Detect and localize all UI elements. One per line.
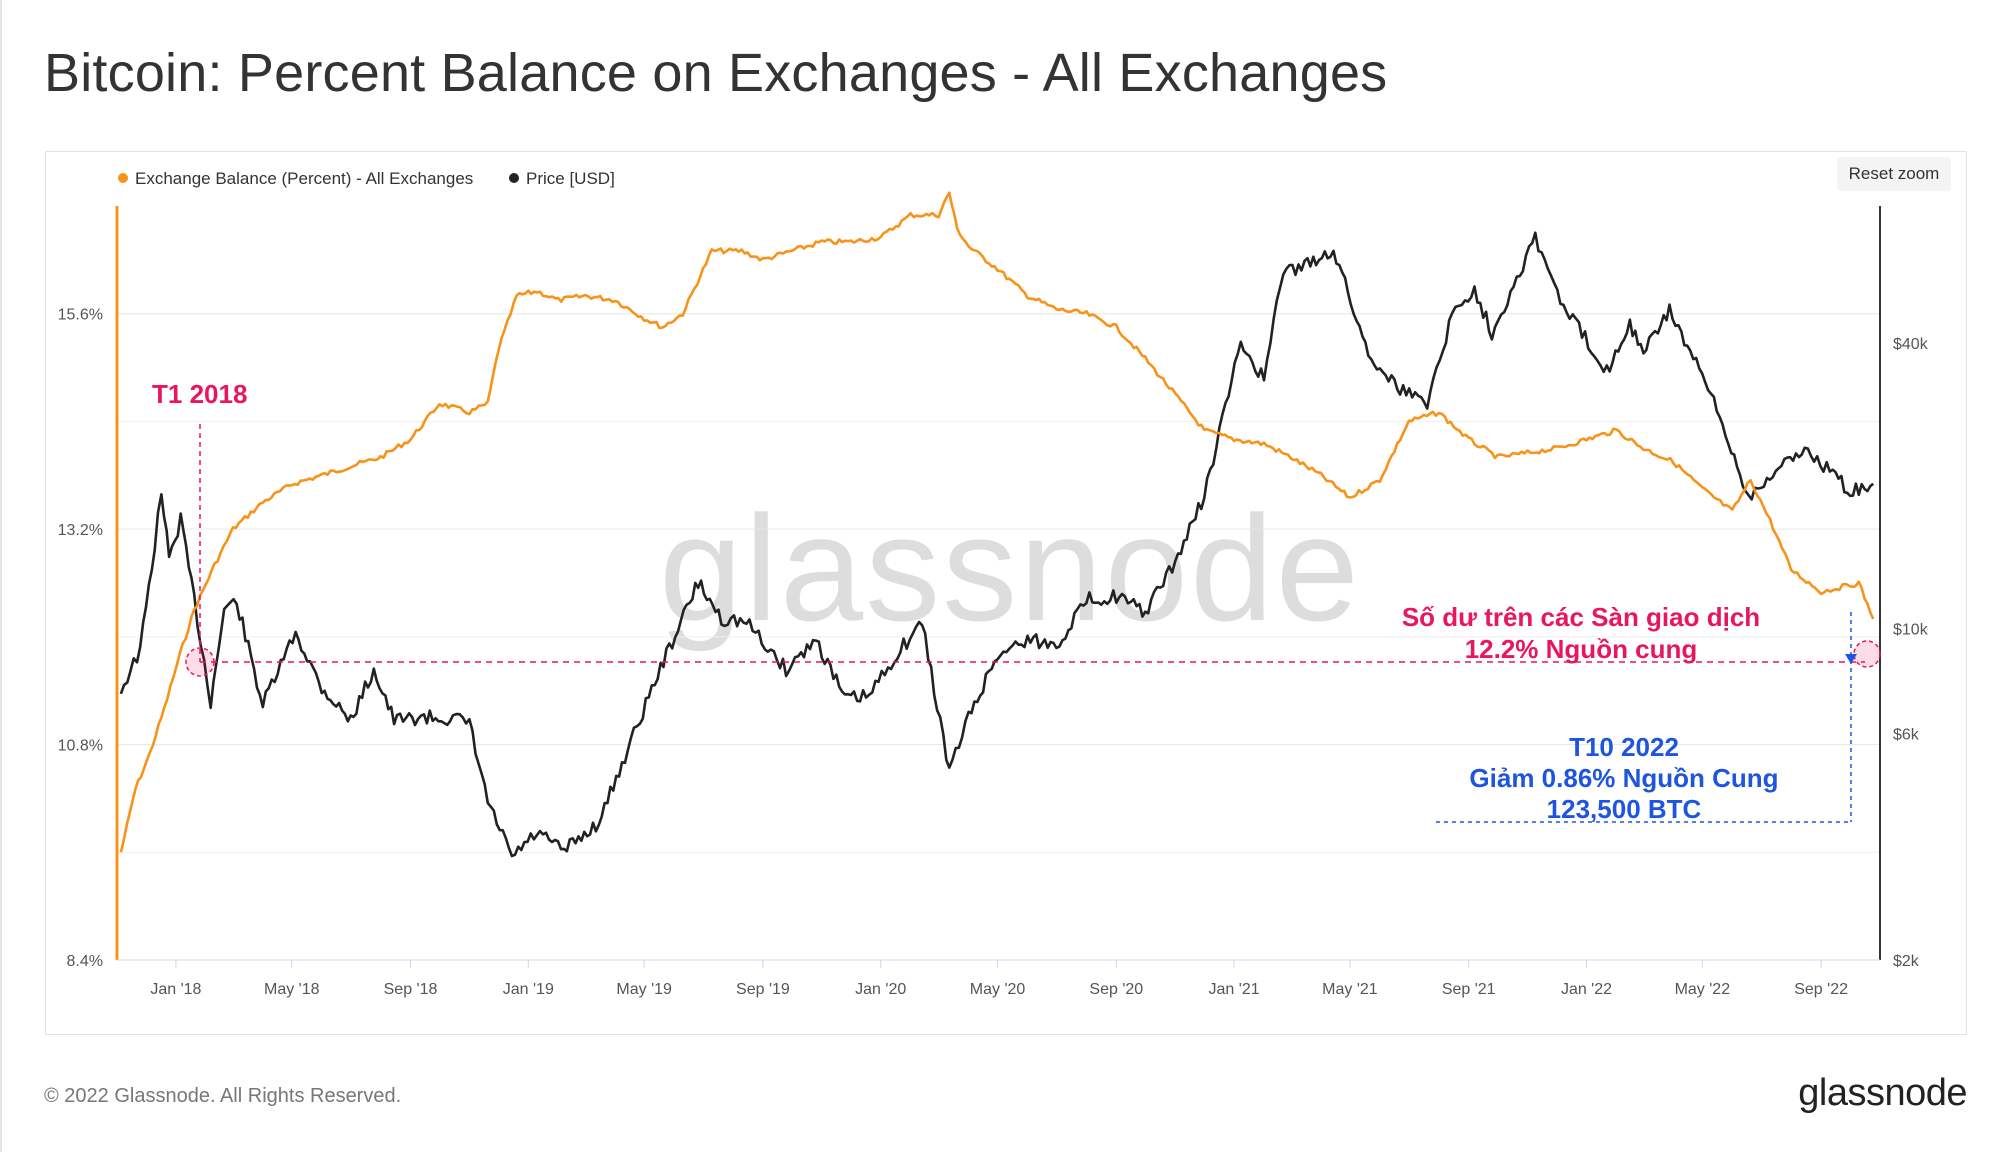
x-tick-label: Jan '22 — [1561, 981, 1612, 998]
t10-2022-line-1: T10 2022 — [1569, 732, 1679, 762]
x-tick-label: May '21 — [1322, 981, 1378, 998]
current-balance-marker — [1853, 640, 1881, 668]
balance-series-line — [119, 191, 1875, 853]
x-tick-label: Sep '21 — [1442, 981, 1496, 998]
watermark-text: glassnode — [659, 484, 1361, 652]
glassnode-logo: glassnode — [1798, 1072, 1967, 1114]
t1-2018-label: T1 2018 — [152, 379, 247, 409]
x-tick-label: Sep '19 — [736, 981, 790, 998]
x-tick-label: Sep '22 — [1794, 981, 1848, 998]
x-tick-label: Jan '20 — [855, 981, 906, 998]
x-tick-label: Sep '20 — [1089, 981, 1143, 998]
left-tick-label: 8.4% — [67, 953, 103, 970]
t10-2022-line-3: 123,500 BTC — [1547, 794, 1702, 824]
legend-item-balance[interactable]: Exchange Balance (Percent) - All Exchang… — [135, 169, 473, 188]
x-tick-label: May '19 — [616, 981, 672, 998]
t10-2022-arrow-icon — [1845, 654, 1857, 664]
legend-item-price[interactable]: Price [USD] — [526, 169, 615, 188]
chart-card — [45, 151, 1967, 1035]
legend: Exchange Balance (Percent) - All Exchang… — [118, 169, 615, 188]
x-tick-label: Sep '18 — [384, 981, 438, 998]
annotation-current-balance: Số dư trên các Sàn giao dịch 12.2% Nguồn… — [1402, 602, 1881, 668]
reset-zoom-button[interactable]: Reset zoom — [1837, 157, 1951, 191]
legend-marker-balance — [118, 173, 128, 183]
x-tick-label: Jan '18 — [150, 981, 201, 998]
left-tick-label: 13.2% — [58, 522, 103, 539]
left-axis-ticks: 8.4% 10.8% 13.2% 15.6% — [58, 307, 103, 970]
x-tick-label: May '22 — [1675, 981, 1731, 998]
copyright-text: © 2022 Glassnode. All Rights Reserved. — [44, 1085, 402, 1107]
left-tick-label: 15.6% — [58, 307, 103, 324]
current-balance-line-1: Số dư trên các Sàn giao dịch — [1402, 602, 1760, 632]
current-balance-line-2: 12.2% Nguồn cung — [1465, 634, 1698, 664]
price-series-line — [119, 231, 1875, 858]
x-tick-label: Jan '21 — [1209, 981, 1260, 998]
x-axis-ticks: Jan '18 May '18 Sep '18 Jan '19 May '19 Sep '… — [150, 960, 1848, 998]
annotation-t10-2022: T10 2022 Giảm 0.86% Nguồn Cung 123,500 B… — [1436, 612, 1857, 824]
right-tick-label: $10k — [1893, 622, 1929, 639]
right-tick-label: $40k — [1893, 336, 1929, 353]
right-axis-ticks: $2k $6k $10k $40k — [1893, 336, 1929, 970]
x-tick-label: Jan '19 — [503, 981, 554, 998]
legend-marker-price — [509, 173, 519, 183]
page-title: Bitcoin: Percent Balance on Exchanges - … — [44, 43, 1388, 103]
t10-2022-line-2: Giảm 0.86% Nguồn Cung — [1469, 763, 1778, 793]
x-tick-label: May '18 — [264, 981, 320, 998]
x-tick-label: May '20 — [970, 981, 1026, 998]
left-tick-label: 10.8% — [58, 738, 103, 755]
right-tick-label: $6k — [1893, 727, 1920, 744]
right-tick-label: $2k — [1893, 953, 1920, 970]
